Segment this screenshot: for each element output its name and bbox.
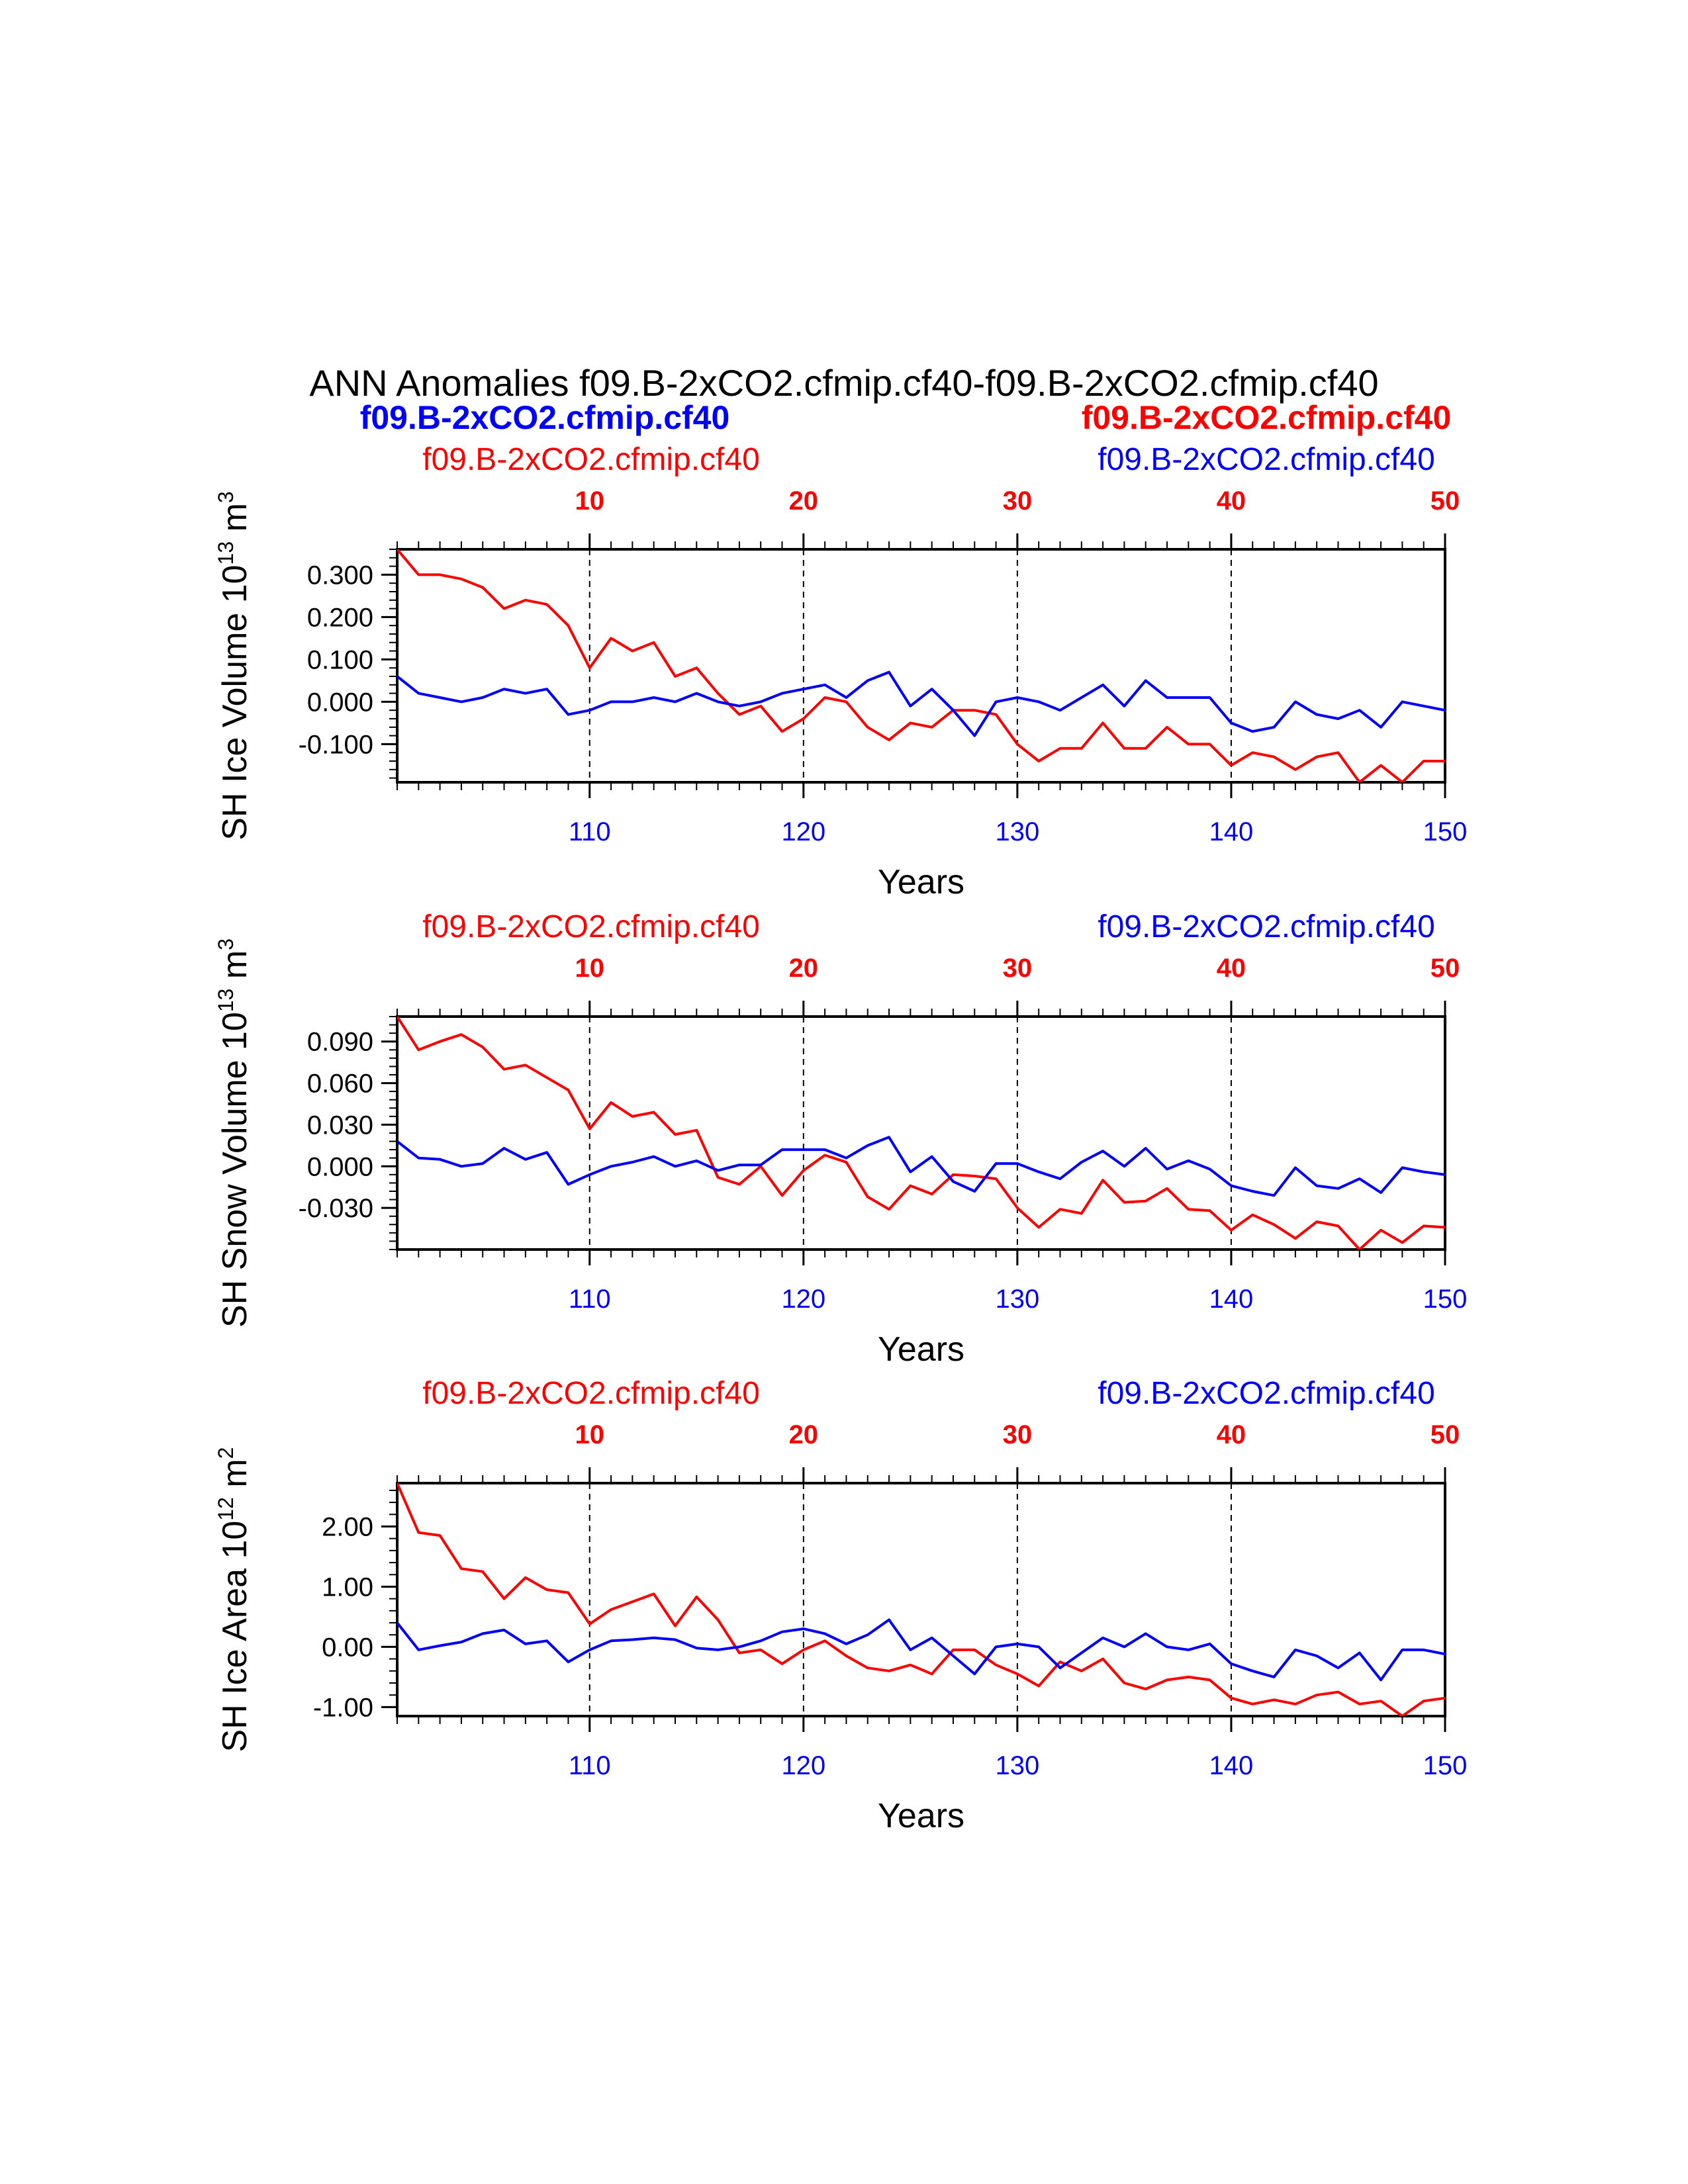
bottom-tick-label: 150 — [1423, 1285, 1468, 1314]
y-tick-label: 0.000 — [307, 688, 373, 717]
bottom-tick-label: 110 — [569, 1285, 611, 1314]
panel-3: 10 20 30 40 50 110 120 130 140 150 2.00 1.00 0.00 -1.… — [214, 1376, 1467, 1835]
series-line-red — [397, 1483, 1445, 1716]
y-axis-label-exponent: 2 — [214, 1447, 238, 1459]
bottom-tick-label: 110 — [569, 1751, 611, 1780]
y-tick-label: 2.00 — [322, 1512, 373, 1541]
y-tick-label: 0.000 — [307, 1152, 373, 1181]
y-tick-label: -1.00 — [313, 1693, 373, 1722]
top-tick-label: 50 — [1430, 1420, 1460, 1449]
top-tick-label: 10 — [575, 1420, 605, 1449]
y-axis-label-part: SH Snow Volume 10 — [216, 1012, 254, 1328]
header-left-case: f09.B-2xCO2.cfmip.cf40 — [360, 399, 730, 436]
y-axis-label-part: m — [216, 503, 254, 541]
plot-frame — [396, 548, 1446, 784]
top-tick-label: 30 — [1003, 954, 1033, 983]
panel-case-label-left: f09.B-2xCO2.cfmip.cf40 — [422, 909, 760, 944]
y-axis-label-part: SH Ice Volume 10 — [216, 565, 254, 840]
bottom-tick-label: 140 — [1209, 817, 1254, 846]
x-axis-label: Years — [878, 1797, 964, 1835]
top-tick-label: 10 — [575, 954, 605, 983]
panel-case-label-left: f09.B-2xCO2.cfmip.cf40 — [422, 442, 760, 477]
top-tick-label: 20 — [789, 1420, 819, 1449]
top-tick-label: 40 — [1217, 954, 1246, 983]
y-axis-label-exponent: 13 — [214, 989, 238, 1013]
x-axis-label: Years — [878, 863, 964, 901]
y-axis-label-part: SH Ice Area 10 — [216, 1521, 254, 1752]
top-tick-label: 20 — [789, 954, 819, 983]
bottom-tick-label: 150 — [1423, 1751, 1468, 1780]
y-axis-label-exponent: 3 — [214, 938, 238, 950]
top-tick-label: 10 — [575, 486, 605, 516]
y-axis-label: SH Snow Volume 1013 m3 — [214, 938, 254, 1328]
plot-frame — [396, 1482, 1446, 1717]
y-axis-label-part: m — [216, 950, 254, 989]
panel-1: 10 20 30 40 50 110 120 130 140 150 0.300 0.200 0.100… — [214, 442, 1467, 901]
bottom-tick-label: 120 — [781, 1285, 825, 1314]
y-tick-label: 0.100 — [307, 645, 373, 674]
bottom-tick-label: 120 — [781, 817, 825, 846]
y-axis-label: SH Ice Area 1012 m2 — [214, 1447, 254, 1752]
bottom-tick-label: 150 — [1423, 817, 1468, 846]
bottom-tick-label: 130 — [996, 1751, 1040, 1780]
x-axis-label: Years — [878, 1330, 964, 1369]
y-axis-label-exponent: 13 — [214, 541, 238, 565]
bottom-tick-label: 110 — [569, 817, 611, 846]
y-tick-label: 0.090 — [307, 1028, 373, 1057]
y-tick-label: 1.00 — [322, 1572, 373, 1602]
y-tick-label: 0.300 — [307, 561, 373, 590]
header-right-case: f09.B-2xCO2.cfmip.cf40 — [1082, 399, 1452, 436]
bottom-tick-label: 130 — [996, 817, 1040, 846]
top-tick-label: 40 — [1217, 486, 1246, 516]
panel-case-label-right: f09.B-2xCO2.cfmip.cf40 — [1098, 1376, 1435, 1411]
y-tick-label: -0.100 — [299, 730, 373, 759]
series-line-blue — [397, 670, 1445, 737]
y-axis-label-exponent: 12 — [214, 1497, 238, 1521]
bottom-tick-label: 140 — [1209, 1751, 1254, 1780]
y-axis-label: SH Ice Volume 1013 m3 — [214, 491, 254, 840]
panel-case-label-right: f09.B-2xCO2.cfmip.cf40 — [1098, 909, 1435, 944]
bottom-tick-label: 120 — [781, 1751, 825, 1780]
bottom-tick-label: 140 — [1209, 1285, 1254, 1314]
series-line-red — [397, 549, 1445, 782]
y-tick-label: 0.060 — [307, 1069, 373, 1099]
y-tick-label: -0.030 — [299, 1194, 373, 1223]
y-axis-label-part: m — [216, 1459, 254, 1497]
top-tick-label: 20 — [789, 486, 819, 516]
bottom-tick-label: 130 — [996, 1285, 1040, 1314]
series-line-red — [397, 1017, 1445, 1250]
y-tick-label: 0.030 — [307, 1111, 373, 1140]
top-tick-label: 40 — [1217, 1420, 1246, 1449]
main-title: ANN Anomalies f09.B-2xCO2.cfmip.cf40-f09… — [309, 362, 1378, 404]
y-tick-label: 0.00 — [322, 1633, 373, 1662]
panels: 10 20 30 40 50 110 120 130 140 150 0.300 0.200 0.100… — [214, 442, 1467, 1835]
panel-case-label-left: f09.B-2xCO2.cfmip.cf40 — [422, 1376, 760, 1411]
top-tick-label: 50 — [1430, 486, 1460, 516]
top-tick-label: 30 — [1003, 1420, 1033, 1449]
y-tick-label: 0.200 — [307, 603, 373, 632]
series-line-blue — [397, 1618, 1445, 1682]
series-line-blue — [397, 1136, 1445, 1197]
top-tick-label: 30 — [1003, 486, 1033, 516]
y-axis-label-exponent: 3 — [214, 491, 238, 503]
top-tick-label: 50 — [1430, 954, 1460, 983]
panel-case-label-right: f09.B-2xCO2.cfmip.cf40 — [1098, 442, 1435, 477]
panel-2: 10 20 30 40 50 110 120 130 140 150 0.090 0.060 0.030… — [214, 909, 1467, 1369]
